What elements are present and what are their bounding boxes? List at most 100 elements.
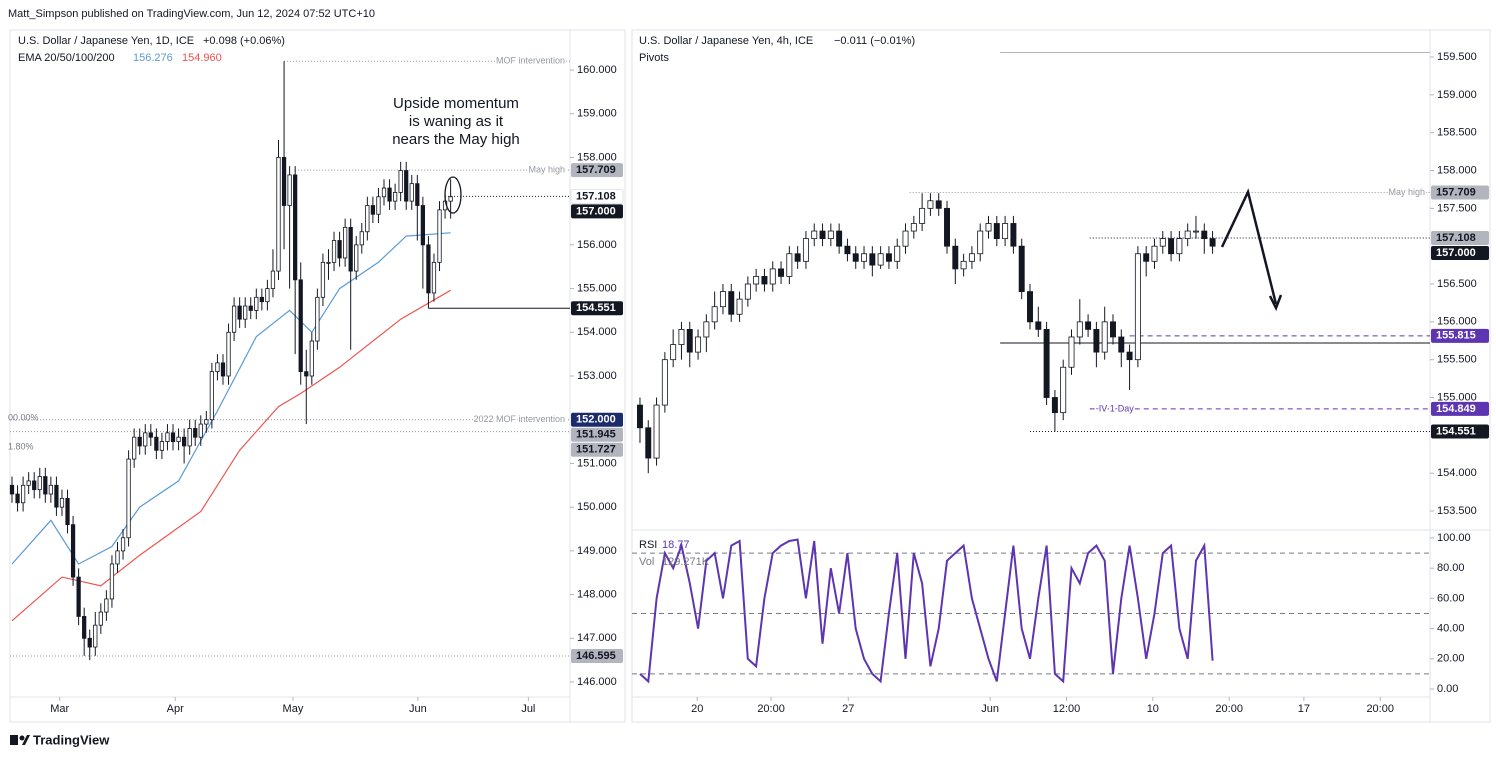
price-label-box: [571, 204, 623, 219]
candle-body: [861, 253, 868, 262]
y-tick-label: 155.000: [577, 282, 617, 294]
y-tick-label: 159.500: [1437, 51, 1477, 63]
y-tick-label: 146.000: [577, 676, 617, 688]
x-tick-label: 27: [842, 703, 854, 715]
y-tick-label: 155.000: [1437, 391, 1477, 403]
candle-body: [1159, 238, 1166, 247]
price-label-box: [570, 188, 624, 204]
y-tick-label: 159.000: [577, 108, 617, 120]
candle-body: [20, 484, 26, 504]
candle-body: [1035, 321, 1042, 330]
y-tick-label: 159.000: [1437, 89, 1477, 101]
y-tick-label: 156.000: [1437, 316, 1477, 328]
level-text: May high: [528, 165, 565, 175]
candle-body: [187, 428, 192, 447]
candle-body: [678, 329, 685, 345]
rsi-line: [639, 538, 1214, 684]
candle-body: [159, 441, 165, 451]
fib-label: 1.80%: [8, 441, 34, 451]
candle-body: [54, 484, 59, 508]
y-tick-label: 150.000: [577, 501, 617, 513]
candle-body: [910, 223, 917, 232]
level-text: MOF intervention: [496, 56, 565, 66]
price-label-box: [571, 427, 623, 442]
publish-header: Matt_Simpson published on TradingView.co…: [8, 8, 375, 20]
y-tick-label: 156.500: [1437, 278, 1477, 290]
candle-body: [304, 371, 309, 377]
candle-body: [76, 576, 81, 617]
price-label: 157.709: [1436, 186, 1476, 198]
candle-body: [365, 205, 370, 233]
candle-body: [802, 238, 809, 262]
candle-body: [198, 423, 203, 438]
candle-body: [126, 458, 131, 539]
candle-body: [753, 276, 760, 285]
candle-body: [354, 244, 359, 272]
candle-body: [1126, 351, 1133, 361]
candle-body: [154, 436, 159, 451]
candle-body: [844, 245, 851, 255]
candle-body: [370, 205, 376, 215]
x-tick-label: 17: [1298, 703, 1310, 715]
candle-body: [254, 296, 259, 311]
candle-body: [132, 436, 137, 460]
candle-body: [968, 253, 975, 262]
candle-body: [1043, 329, 1050, 398]
price-label: 157.709: [576, 164, 616, 176]
x-tick-label: Apr: [167, 703, 184, 715]
price-label-box: [1431, 424, 1489, 439]
candle-body: [398, 170, 403, 193]
candle-body: [686, 329, 693, 353]
y-tick-label: 148.000: [577, 588, 617, 600]
candle-body: [1085, 321, 1092, 330]
price-label: 154.551: [1436, 425, 1476, 437]
price-label-box: [1431, 328, 1489, 343]
candle-body: [1143, 253, 1150, 262]
candle-body: [404, 170, 409, 202]
candle-body: [736, 298, 743, 315]
rsi-tick-label: 40.00: [1437, 623, 1465, 635]
legend-entry: 154.960: [182, 52, 222, 64]
candle-body: [170, 432, 176, 442]
candle-body: [919, 207, 926, 224]
candle-body: [93, 624, 98, 648]
candle-body: [115, 550, 120, 565]
candle-body: [137, 436, 142, 447]
candle-body: [237, 305, 242, 320]
candle-body: [1051, 397, 1058, 414]
ema-line: [11, 289, 451, 622]
candle-body: [9, 484, 15, 495]
price-change: +0.098 (+0.06%): [203, 35, 285, 47]
candle-body: [176, 436, 181, 442]
candle-body: [231, 305, 237, 333]
candle-body: [259, 296, 264, 303]
candle-body: [104, 598, 109, 613]
left-frame: [9, 29, 626, 723]
price-label-box: [1431, 231, 1489, 246]
price-label: 157.000: [1436, 247, 1476, 259]
rsi-tick-label: 60.00: [1437, 592, 1465, 604]
annotation: Upside momentum: [393, 95, 519, 112]
rsi-tick-label: 20.00: [1437, 653, 1465, 665]
candle-body: [143, 432, 148, 447]
annotation: is waning as it: [409, 113, 504, 130]
price-label: 151.945: [576, 429, 616, 441]
x-tick-label: 20:00: [1215, 703, 1243, 715]
candle-body: [1151, 245, 1158, 262]
candle-body: [165, 432, 170, 442]
candle-body: [193, 428, 198, 438]
candle-body: [243, 305, 248, 320]
candle-body: [877, 253, 884, 266]
candle-body: [43, 476, 48, 495]
candle-body: [827, 230, 834, 240]
x-tick-label: Jun: [981, 703, 999, 715]
candle-body: [431, 261, 437, 294]
price-label: 154.551: [576, 302, 616, 314]
candle-body: [387, 187, 392, 202]
footer-brand: TradingView: [33, 732, 110, 747]
candle-body: [32, 480, 37, 491]
price-label: 155.815: [1436, 330, 1476, 342]
candle-body: [281, 157, 287, 206]
price-label: 157.000: [576, 205, 616, 217]
